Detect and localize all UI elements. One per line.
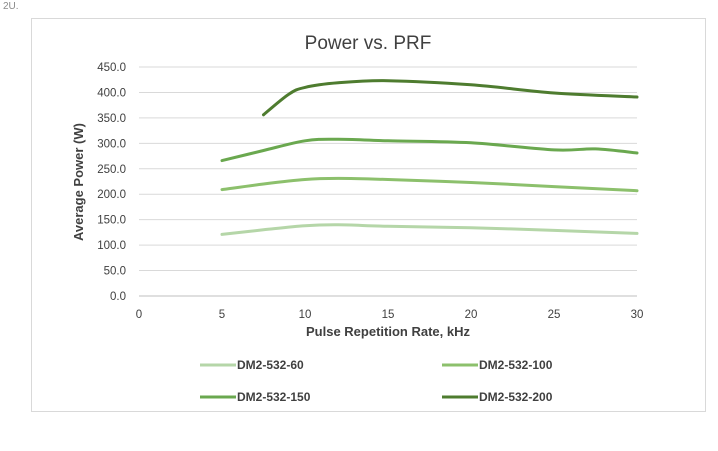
corner-label: 2U. (3, 1, 19, 12)
y-tick-label: 100.0 (97, 240, 126, 252)
y-tick-label: 200.0 (97, 189, 126, 201)
y-axis-title: Average Power (W) (71, 123, 86, 241)
gridlines (139, 66, 637, 297)
y-tick-label: 250.0 (97, 164, 126, 176)
x-tick-label: 0 (136, 309, 142, 321)
x-tick-label: 20 (465, 309, 478, 321)
x-tick-labels: 0 5 10 15 20 25 30 (136, 309, 644, 321)
chart-frame (31, 18, 706, 412)
y-tick-label: 300.0 (97, 138, 126, 150)
legend-label: DM2-532-150 (237, 390, 311, 404)
x-tick-label: 15 (382, 309, 395, 321)
x-tick-label: 10 (299, 309, 312, 321)
x-axis-title: Pulse Repetition Rate, kHz (306, 324, 470, 339)
y-tick-label: 450.0 (97, 62, 126, 74)
y-tick-label: 350.0 (97, 113, 126, 125)
series-line-dm2-532-60 (220, 223, 639, 236)
legend: DM2-532-60 DM2-532-100 DM2-532-150 DM2-532-… (200, 358, 553, 404)
y-tick-labels: 0.0 50.0 100.0 150.0 200.0 250.0 300.0 350.0 400… (97, 62, 126, 303)
series-lines (220, 79, 639, 236)
series-line-dm2-532-150 (220, 137, 639, 163)
y-tick-label: 150.0 (97, 215, 126, 227)
legend-label: DM2-532-200 (479, 390, 553, 404)
chart-title: Power vs. PRF (305, 33, 432, 54)
series-line-dm2-532-200 (262, 79, 639, 117)
x-tick-label: 5 (219, 309, 225, 321)
x-tick-label: 25 (548, 309, 561, 321)
y-tick-label: 400.0 (97, 87, 126, 99)
legend-label: DM2-532-60 (237, 358, 304, 372)
series-line-dm2-532-100 (220, 176, 639, 193)
x-tick-label: 30 (631, 309, 644, 321)
y-tick-label: 0.0 (110, 291, 126, 303)
y-tick-label: 50.0 (104, 266, 126, 278)
legend-label: DM2-532-100 (479, 358, 553, 372)
